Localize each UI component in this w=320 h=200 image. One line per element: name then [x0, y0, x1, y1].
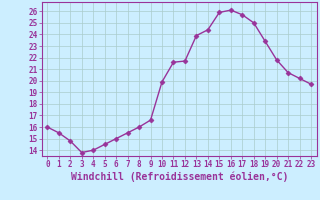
X-axis label: Windchill (Refroidissement éolien,°C): Windchill (Refroidissement éolien,°C): [70, 172, 288, 182]
